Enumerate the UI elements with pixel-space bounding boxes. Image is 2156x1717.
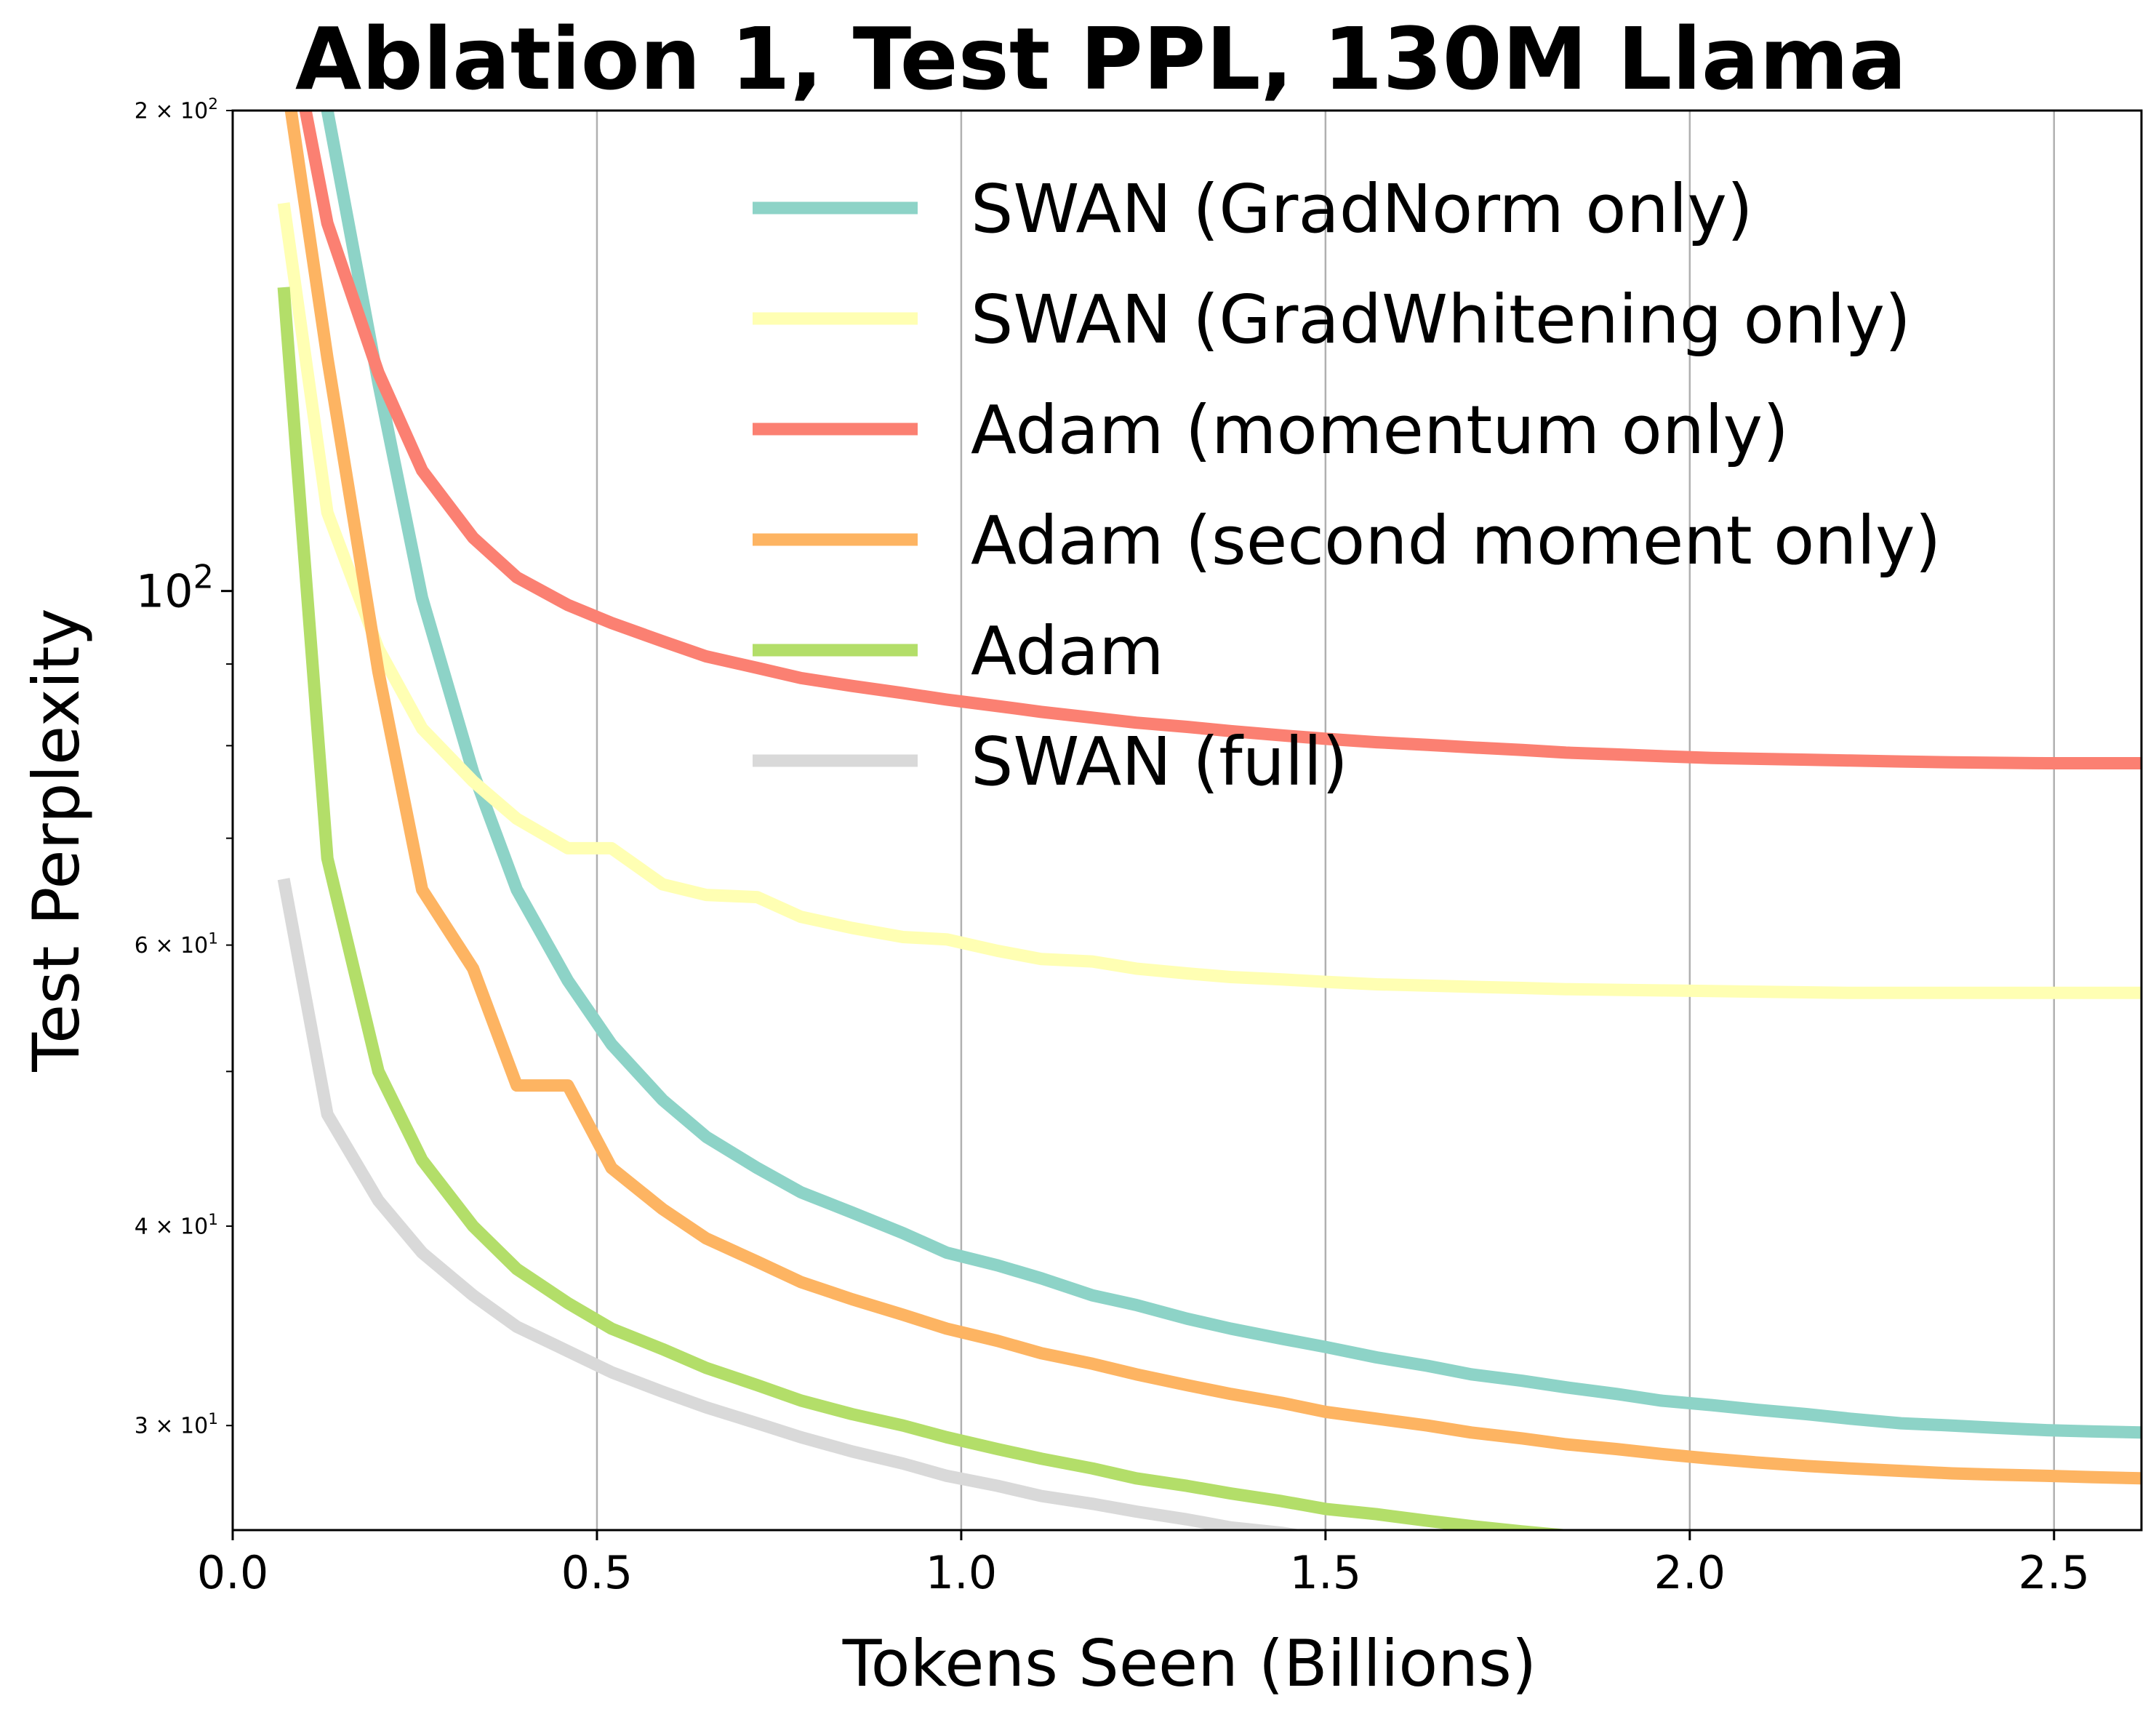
legend-label: Adam (second moment only)	[971, 502, 1941, 580]
grid	[596, 111, 2056, 1530]
y-tick-label: 3 × 101	[135, 1410, 218, 1439]
series-line-3	[299, 111, 2141, 769]
x-tick-label: 1.5	[1290, 1546, 1362, 1599]
x-axis-label: Tokens Seen (Billions)	[842, 1626, 1536, 1701]
x-tick-label: 2.0	[1654, 1546, 1726, 1599]
series-line-2	[277, 202, 2141, 999]
series-line-5	[277, 287, 1576, 1530]
legend-label: Adam (momentum only)	[971, 391, 1789, 469]
y-tick-base: 6 × 10	[135, 933, 208, 958]
y-tick-exponent: 1	[208, 1410, 218, 1428]
y-tick-base: 4 × 10	[135, 1214, 208, 1240]
legend-label: SWAN (GradWhitening only)	[971, 281, 1911, 359]
legend-label: SWAN (full)	[971, 723, 1348, 801]
x-tick-label: 0.5	[561, 1546, 633, 1599]
legend-label: SWAN (GradNorm only)	[971, 170, 1753, 248]
x-tick-label: 2.5	[2018, 1546, 2090, 1599]
y-tick-label: 4 × 101	[135, 1211, 218, 1240]
y-tick-label: 2 × 102	[135, 95, 218, 124]
y-tick-label: 102	[136, 558, 214, 617]
legend: SWAN (GradNorm only) SWAN (GradWhitening …	[753, 170, 1941, 801]
legend-label: Adam	[971, 612, 1164, 690]
y-tick-exponent: 1	[208, 1211, 218, 1229]
x-tick-label: 1.0	[926, 1546, 998, 1599]
series-line-1	[321, 111, 2141, 1439]
chart-title: Ablation 1, Test PPL, 130M Llama	[295, 9, 1907, 109]
y-tick-base: 3 × 10	[135, 1414, 208, 1439]
y-tick-base: 2 × 10	[135, 99, 208, 124]
y-tick-exponent: 2	[193, 558, 214, 596]
series-line-4	[284, 111, 2141, 1485]
y-axis-label: Test Perplexity	[19, 608, 94, 1073]
series-line-6	[277, 878, 1305, 1530]
x-tick-label: 0.0	[197, 1546, 269, 1599]
series-layer	[277, 111, 2141, 1530]
y-tick-exponent: 1	[208, 929, 218, 948]
y-tick-exponent: 2	[208, 95, 218, 113]
y-tick-label: 6 × 101	[135, 929, 218, 958]
plot-frame	[231, 109, 2143, 1532]
y-tick-base: 10	[136, 564, 193, 617]
